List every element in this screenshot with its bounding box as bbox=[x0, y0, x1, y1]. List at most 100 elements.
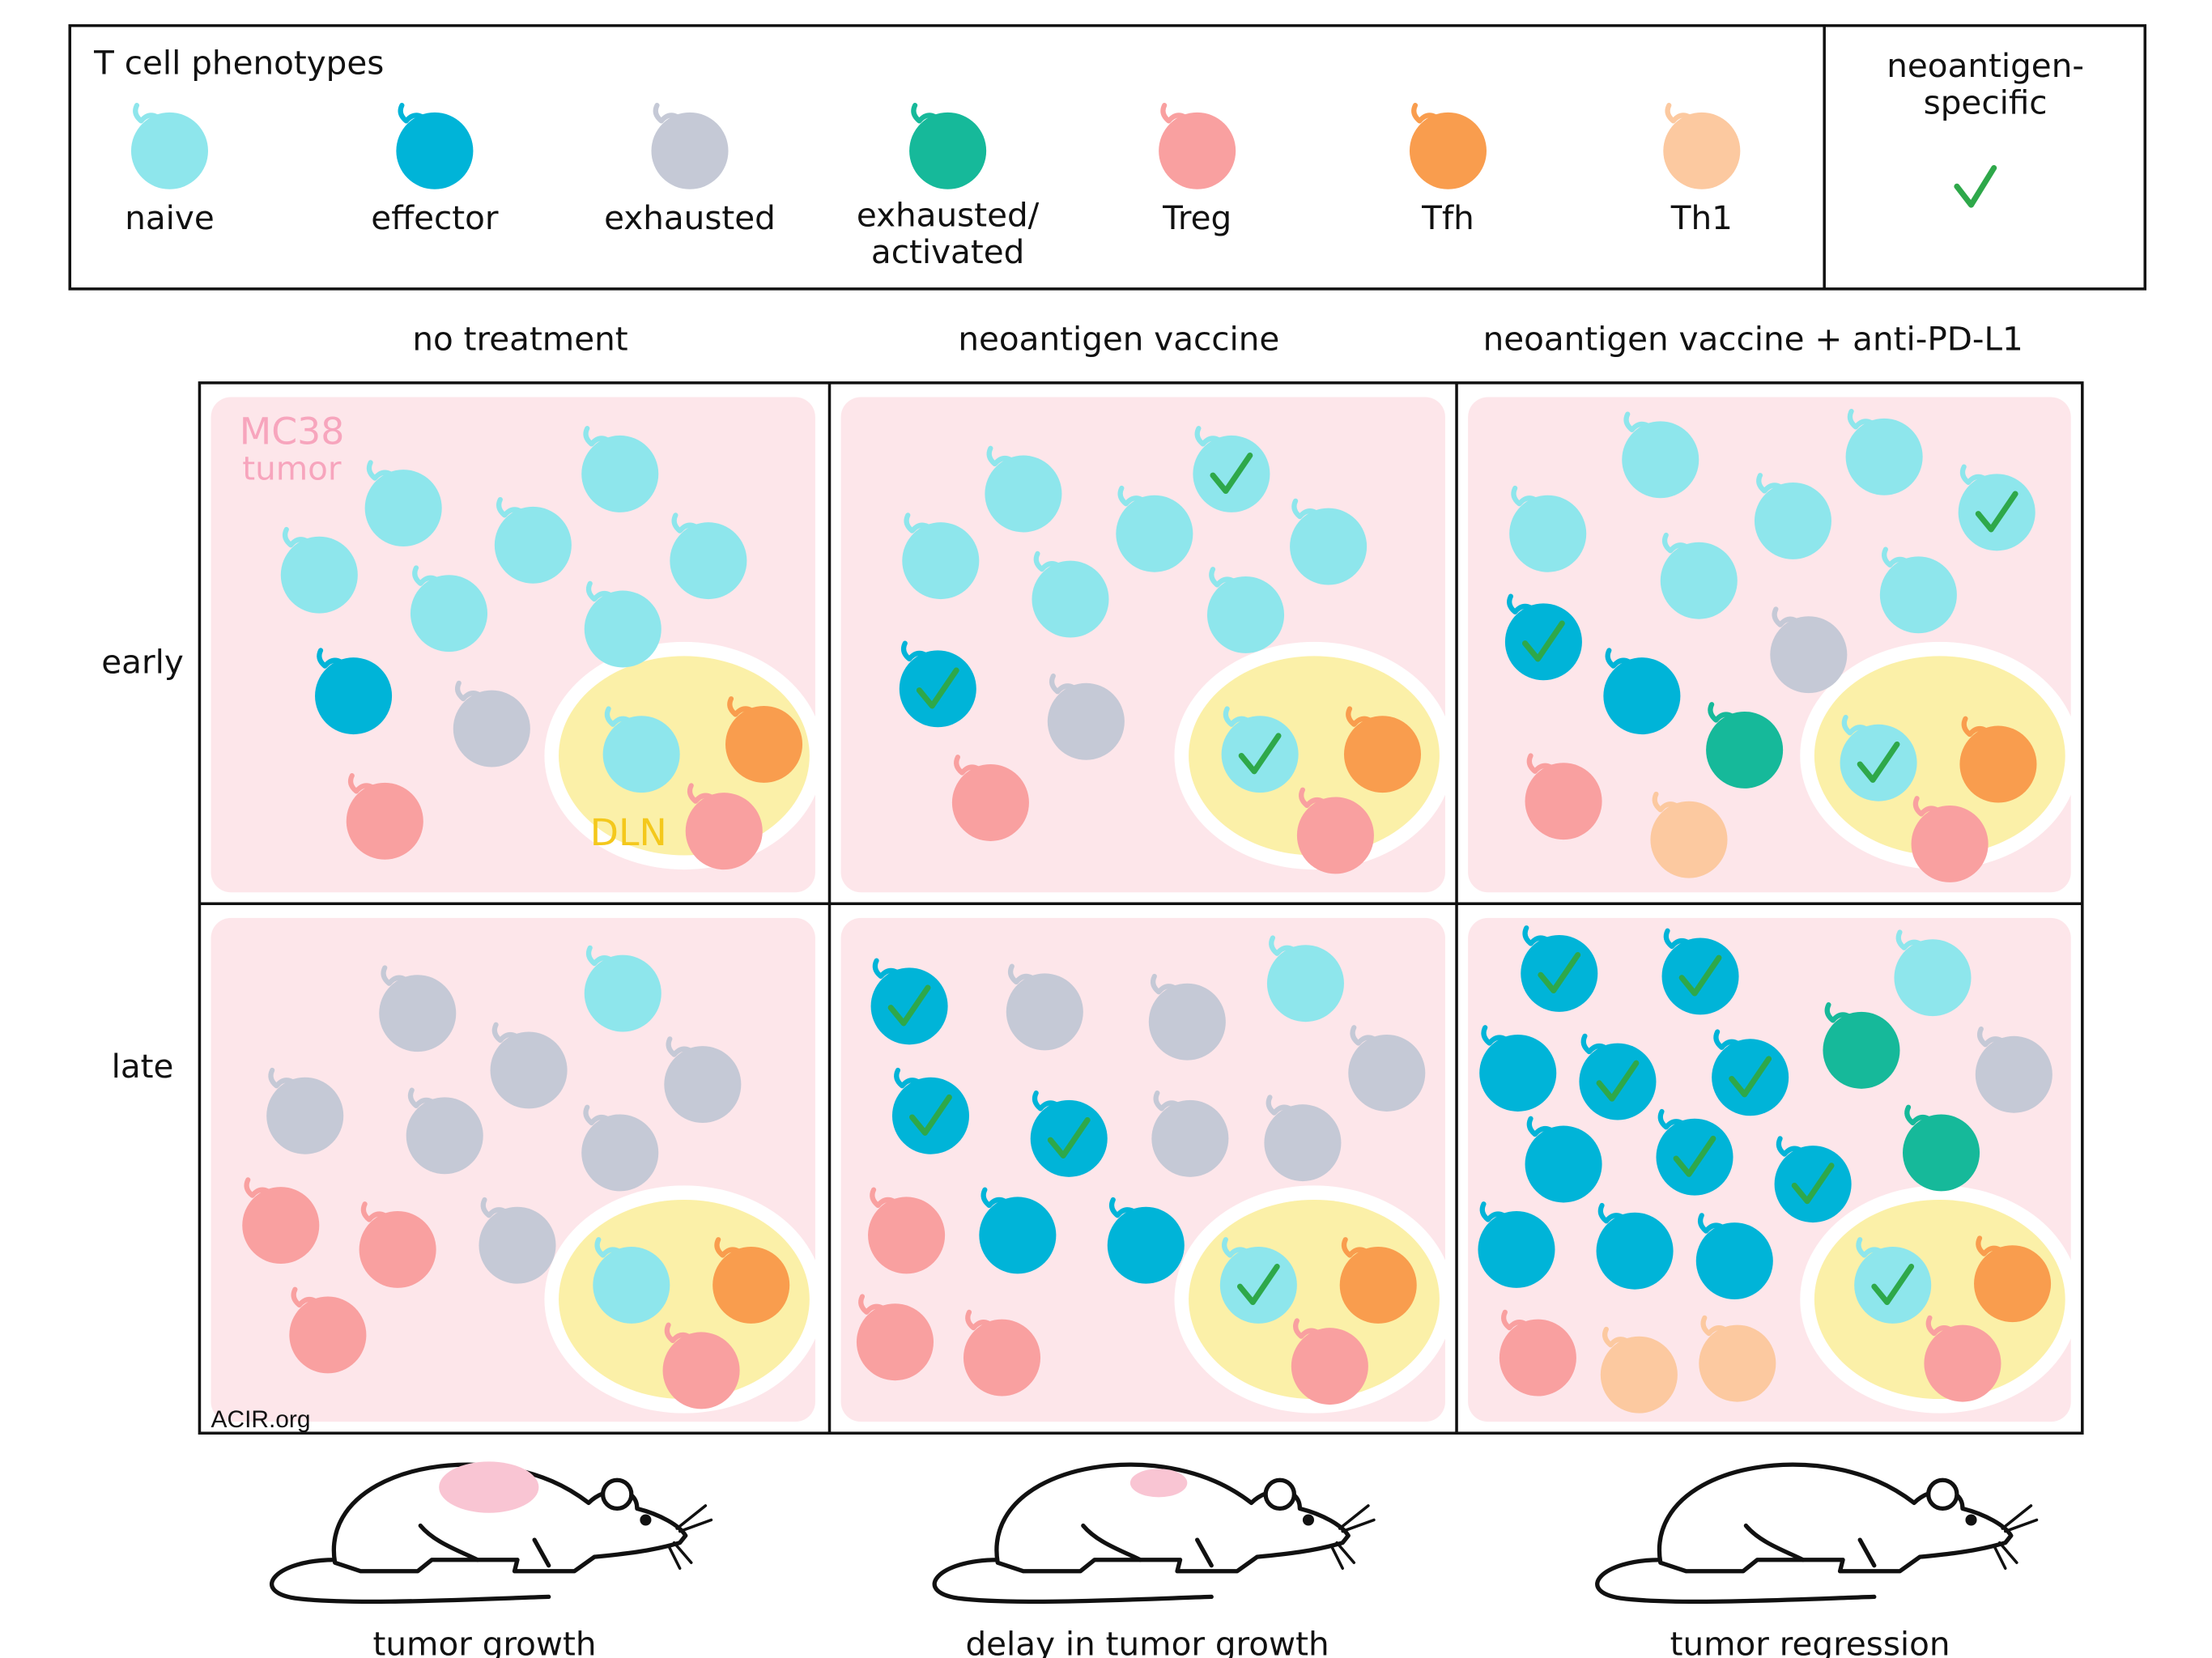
mouse-tail bbox=[1595, 1558, 1877, 1605]
cell bbox=[951, 764, 1029, 841]
cell bbox=[1525, 763, 1602, 840]
mouse-ear bbox=[1263, 1477, 1297, 1511]
cell bbox=[602, 716, 680, 793]
check-mark bbox=[1538, 952, 1581, 994]
cell bbox=[581, 1114, 659, 1192]
cell bbox=[1854, 1246, 1932, 1324]
check-mark bbox=[1678, 954, 1722, 997]
cell bbox=[1958, 474, 2035, 551]
cell bbox=[985, 455, 1062, 533]
cell bbox=[1499, 1319, 1576, 1397]
check-mark bbox=[909, 1094, 952, 1136]
cell bbox=[1975, 1035, 2052, 1113]
legend-label: Treg bbox=[1162, 198, 1231, 237]
check-mark bbox=[1236, 1264, 1280, 1306]
cell bbox=[891, 1077, 970, 1154]
cell bbox=[1296, 797, 1374, 874]
cell bbox=[1845, 418, 1923, 495]
legend-title: T cell phenotypes bbox=[93, 43, 384, 82]
cell bbox=[1509, 495, 1587, 572]
legend-label: neoantigen- bbox=[1887, 46, 2084, 85]
cell bbox=[902, 522, 980, 600]
cell bbox=[315, 657, 393, 735]
cell bbox=[1151, 1099, 1229, 1177]
labels: T cell phenotypes naive effector exhausted e… bbox=[93, 43, 2084, 1658]
check-mark bbox=[1729, 1056, 1772, 1098]
cell bbox=[1409, 112, 1487, 189]
cell bbox=[1770, 616, 1848, 694]
cell bbox=[1032, 560, 1109, 638]
mouse-whiskers bbox=[666, 1504, 713, 1571]
cell bbox=[868, 1197, 946, 1274]
check-mark bbox=[1857, 741, 1900, 783]
check-mark bbox=[1210, 453, 1253, 495]
cell bbox=[1478, 1211, 1555, 1288]
cell bbox=[1661, 937, 1739, 1015]
cell bbox=[1521, 934, 1598, 1012]
legend-label: Tfh bbox=[1421, 198, 1474, 237]
cell bbox=[1348, 1035, 1426, 1112]
mouse-ear bbox=[1926, 1477, 1959, 1511]
cell bbox=[242, 1187, 320, 1265]
cell bbox=[1221, 716, 1299, 793]
cell bbox=[1622, 421, 1699, 499]
cell bbox=[130, 112, 209, 189]
column-header: neoantigen vaccine bbox=[958, 319, 1279, 358]
mouse bbox=[932, 1462, 1376, 1605]
cell bbox=[1879, 556, 1957, 634]
cell bbox=[1159, 112, 1236, 189]
cell bbox=[1974, 1245, 2052, 1323]
cell bbox=[1712, 1039, 1789, 1116]
cell bbox=[1600, 1336, 1678, 1414]
legend-box bbox=[68, 23, 2147, 291]
cell bbox=[289, 1296, 367, 1374]
legend-label: naive bbox=[125, 198, 215, 237]
cell bbox=[1339, 1246, 1417, 1324]
mouse-tumor bbox=[1129, 1469, 1188, 1498]
cell bbox=[379, 975, 457, 1052]
outcome-label: tumor regression bbox=[1670, 1625, 1950, 1658]
mouse-whiskers bbox=[1329, 1504, 1376, 1571]
dln-label: DLN bbox=[590, 811, 667, 854]
cell bbox=[266, 1077, 344, 1154]
check-mark bbox=[1975, 491, 2018, 533]
cell bbox=[1343, 716, 1422, 793]
cell bbox=[280, 536, 358, 614]
mouse-leg bbox=[418, 1523, 551, 1568]
column-header: no treatment bbox=[412, 319, 627, 358]
cell bbox=[1706, 711, 1784, 789]
cell bbox=[1006, 973, 1083, 1051]
legend-label: exhausted bbox=[604, 198, 776, 237]
cell bbox=[1148, 983, 1226, 1061]
cell bbox=[1290, 508, 1368, 585]
credit: ACIR.org bbox=[211, 1406, 311, 1433]
cell bbox=[364, 470, 442, 547]
legend-label: activated bbox=[871, 232, 1024, 271]
cell bbox=[870, 967, 948, 1045]
mice bbox=[270, 1461, 2039, 1605]
cell bbox=[490, 1031, 568, 1109]
cell bbox=[685, 793, 763, 870]
cells bbox=[130, 103, 2052, 1414]
cell bbox=[1116, 495, 1193, 572]
cell bbox=[581, 435, 659, 512]
mouse-tumor bbox=[439, 1461, 539, 1513]
cell bbox=[1603, 657, 1681, 735]
check-mark bbox=[1238, 733, 1282, 775]
check-mark bbox=[1871, 1264, 1915, 1306]
cell bbox=[1924, 1324, 2001, 1402]
cell bbox=[1030, 1099, 1108, 1177]
cell bbox=[1656, 1118, 1733, 1196]
tumor-label: tumor bbox=[242, 449, 342, 487]
cell bbox=[1504, 603, 1582, 681]
cell bbox=[1206, 576, 1285, 653]
cell bbox=[1840, 724, 1917, 801]
cell bbox=[406, 1097, 483, 1175]
lymph-node bbox=[1814, 656, 2065, 856]
mouse-body bbox=[1657, 1462, 2014, 1574]
mouse-ear bbox=[600, 1477, 634, 1511]
mouse-eye bbox=[1302, 1514, 1315, 1526]
check-mark bbox=[1673, 1135, 1716, 1177]
cell bbox=[1754, 482, 1831, 559]
cell bbox=[1699, 1324, 1776, 1402]
